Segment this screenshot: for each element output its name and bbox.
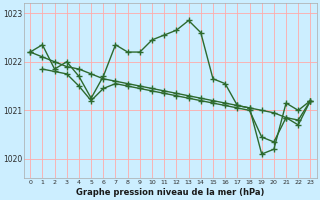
X-axis label: Graphe pression niveau de la mer (hPa): Graphe pression niveau de la mer (hPa) (76, 188, 265, 197)
